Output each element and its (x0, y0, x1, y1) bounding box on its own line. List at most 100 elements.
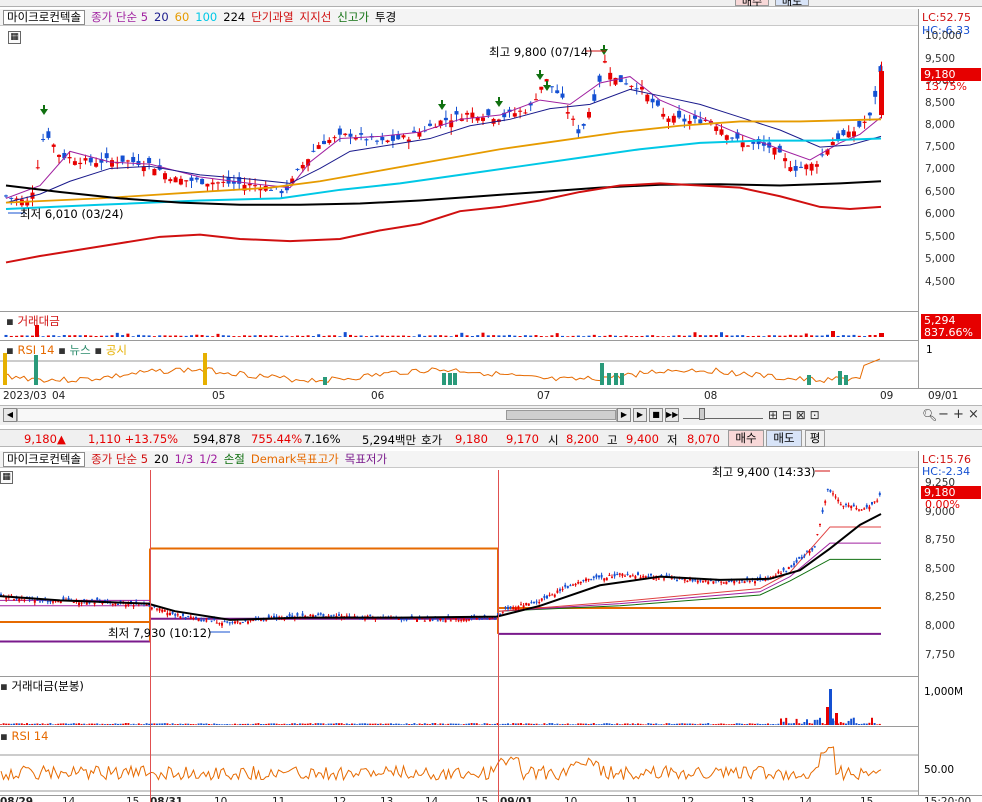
candle-body (67, 157, 72, 159)
volume-bar (804, 333, 808, 337)
intraday-stock-name[interactable]: 마이크로컨텍솔 (3, 451, 86, 467)
scrollbar-thumb[interactable] (506, 410, 616, 420)
volume-bar (640, 335, 644, 337)
candle-body (863, 508, 866, 510)
legend-half[interactable]: 1/2 (199, 452, 218, 466)
scroll-left-icon[interactable]: ◀ (3, 408, 17, 422)
volume-bar (304, 723, 307, 725)
avg-button[interactable]: 평 (805, 430, 825, 447)
daily-x-tick: 04 (52, 390, 66, 402)
daily-stock-name[interactable]: 마이크로컨텍솔 (3, 9, 86, 25)
fit-icon[interactable]: × (968, 407, 979, 422)
plus-icon[interactable]: + (953, 407, 964, 422)
intraday-rsi-chart[interactable] (0, 727, 918, 797)
volume-bar (434, 723, 437, 725)
legend-ma5[interactable]: 종가 단순 5 (91, 10, 149, 24)
candle-body (460, 619, 463, 621)
volume-bar (433, 335, 437, 337)
legend-third[interactable]: 1/3 (174, 452, 194, 466)
quote-label: 호가 (421, 433, 443, 447)
legend-ma60[interactable]: 60 (174, 10, 190, 24)
volume-bar (748, 723, 751, 725)
candle-body (125, 160, 130, 162)
candle-body (413, 618, 416, 620)
stop-icon[interactable]: ■ (649, 408, 663, 422)
candle-body (785, 570, 788, 572)
candle-body (820, 154, 825, 156)
zoom-slider-thumb[interactable] (699, 408, 705, 420)
candle-body (120, 155, 125, 162)
legend-new-high[interactable]: 신고가 (337, 10, 370, 24)
volume-bar (709, 724, 712, 725)
grid-toggle-icon[interactable]: ▦ (8, 31, 21, 44)
buy-button[interactable]: 매수 (728, 430, 764, 447)
legend-ma20[interactable]: 20 (154, 10, 169, 24)
volume-bar (486, 723, 489, 725)
intraday-price-axis (918, 451, 982, 802)
candle-body (639, 577, 642, 580)
legend-overheat[interactable]: 단기과열 (251, 10, 294, 24)
chart-scrollbar[interactable] (17, 408, 617, 422)
volume-bar (89, 335, 93, 337)
daily-y-tick: 9,500 (925, 53, 956, 65)
legend-support[interactable]: 지지선 (299, 10, 332, 24)
intraday-candlestick-chart[interactable] (0, 451, 918, 677)
volume-bar (423, 723, 426, 725)
scroll-right-icon[interactable]: ▶ (617, 408, 631, 422)
candle-body (290, 178, 295, 183)
volume-bar (15, 723, 18, 725)
candle-body (725, 581, 728, 585)
daily-candlestick-chart[interactable] (0, 9, 918, 389)
candle-body (174, 614, 177, 616)
legend-ima5[interactable]: 종가 단순 5 (91, 452, 149, 466)
daily-rsi-chart[interactable] (0, 341, 918, 389)
fast-forward-icon[interactable]: ▶▶ (665, 408, 679, 422)
candle-body (96, 597, 99, 600)
legend-tugyeong[interactable]: 투경 (375, 10, 397, 24)
intraday-volume-chart[interactable] (0, 677, 918, 727)
candle-body (559, 589, 561, 591)
candle-body (197, 618, 200, 622)
candle-body (202, 620, 205, 622)
volume-bar (545, 336, 549, 337)
minus-icon[interactable]: − (938, 407, 949, 422)
candle-body (774, 575, 777, 577)
stop-level-line (497, 542, 881, 612)
candle-body (465, 619, 468, 622)
top-buy-button[interactable]: 매수 (735, 0, 769, 6)
candle-body (561, 588, 564, 590)
candle-body (740, 142, 745, 148)
daily-x-tick: 06 (371, 390, 385, 402)
play-icon[interactable]: ▶ (633, 408, 647, 422)
zoom-out-icon[interactable]: 🔍︎ (922, 408, 938, 422)
volume-bar (751, 723, 754, 725)
candle-body (852, 504, 855, 507)
volume-bar (642, 724, 645, 725)
legend-ima20[interactable]: 20 (154, 452, 169, 466)
legend-demark-low[interactable]: 목표저가 (344, 452, 388, 466)
candle-body (538, 602, 541, 604)
sell-button[interactable]: 매도 (766, 430, 802, 447)
zoom-slider[interactable] (683, 408, 763, 420)
candle-body (522, 605, 525, 608)
candle-body (761, 579, 764, 581)
layout-icons[interactable]: ⊞ ⊟ ⊠ ⊡ (768, 408, 820, 422)
daily-volume-chart[interactable] (0, 311, 918, 341)
daily-y-tick: 8,500 (925, 97, 956, 109)
legend-stoploss[interactable]: 손절 (223, 452, 245, 466)
top-sell-button[interactable]: 매도 (775, 0, 809, 6)
candle-body (613, 573, 616, 577)
volume-bar (655, 723, 658, 725)
legend-ma224[interactable]: 224 (223, 10, 246, 24)
candle-body (772, 576, 775, 578)
legend-ma100[interactable]: 100 (195, 10, 218, 24)
candle-body (171, 611, 174, 614)
volume-bar (338, 336, 342, 337)
intraday-grid-toggle-icon[interactable]: ▦ (0, 471, 13, 484)
legend-demark-high[interactable]: Demark목표고가 (250, 452, 339, 466)
candle-body (322, 140, 326, 145)
candle-body (499, 613, 502, 616)
volume-bar (629, 724, 632, 725)
candle-body (417, 131, 422, 137)
